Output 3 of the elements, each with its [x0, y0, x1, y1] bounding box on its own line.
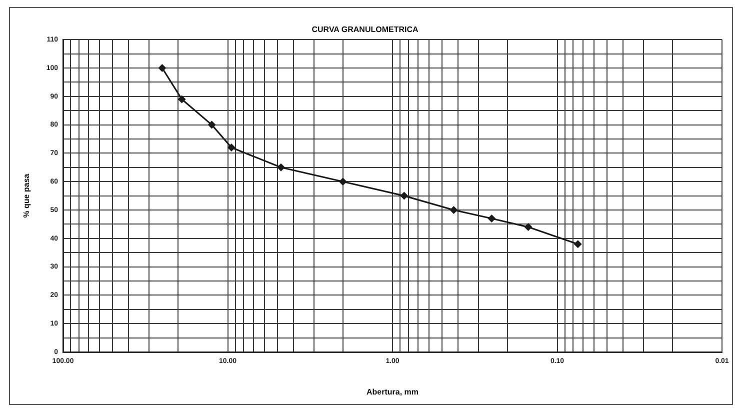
- y-axis-title: % que pasa: [22, 173, 32, 218]
- x-axis-title: Abertura, mm: [366, 387, 419, 396]
- chart-title: CURVA GRANULOMETRICA: [312, 25, 418, 34]
